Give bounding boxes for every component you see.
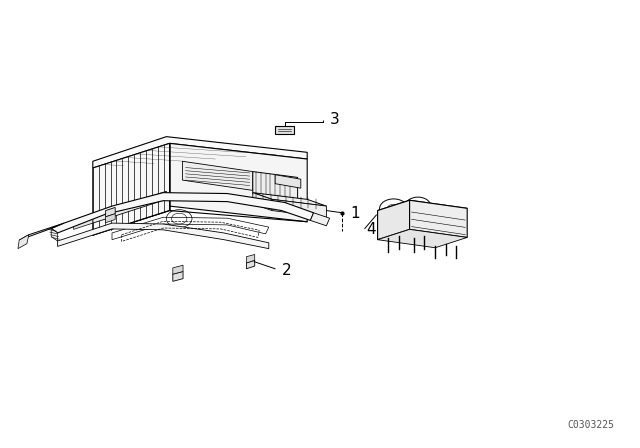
Polygon shape	[106, 214, 115, 223]
Polygon shape	[310, 213, 330, 226]
Polygon shape	[246, 254, 255, 263]
Polygon shape	[93, 143, 170, 235]
Polygon shape	[378, 200, 410, 240]
Polygon shape	[378, 200, 467, 219]
Polygon shape	[253, 172, 298, 199]
Text: 4: 4	[367, 222, 376, 237]
Polygon shape	[275, 126, 294, 134]
Polygon shape	[272, 199, 326, 217]
Polygon shape	[18, 235, 29, 249]
Polygon shape	[182, 161, 253, 190]
Polygon shape	[378, 229, 467, 248]
Polygon shape	[275, 175, 301, 188]
Polygon shape	[106, 207, 115, 217]
Text: C0303225: C0303225	[568, 420, 614, 430]
Polygon shape	[410, 200, 467, 237]
Polygon shape	[246, 260, 255, 269]
Polygon shape	[58, 223, 269, 249]
Text: 2: 2	[282, 263, 291, 278]
Polygon shape	[170, 143, 307, 222]
Polygon shape	[253, 193, 326, 206]
Text: 1: 1	[350, 206, 360, 221]
Polygon shape	[93, 191, 166, 223]
Polygon shape	[74, 215, 93, 229]
Polygon shape	[51, 228, 58, 241]
Polygon shape	[93, 137, 307, 168]
Polygon shape	[253, 193, 272, 211]
Text: 3: 3	[330, 112, 339, 127]
Polygon shape	[173, 271, 183, 281]
Polygon shape	[19, 223, 64, 240]
Polygon shape	[173, 265, 183, 274]
Polygon shape	[51, 193, 314, 233]
